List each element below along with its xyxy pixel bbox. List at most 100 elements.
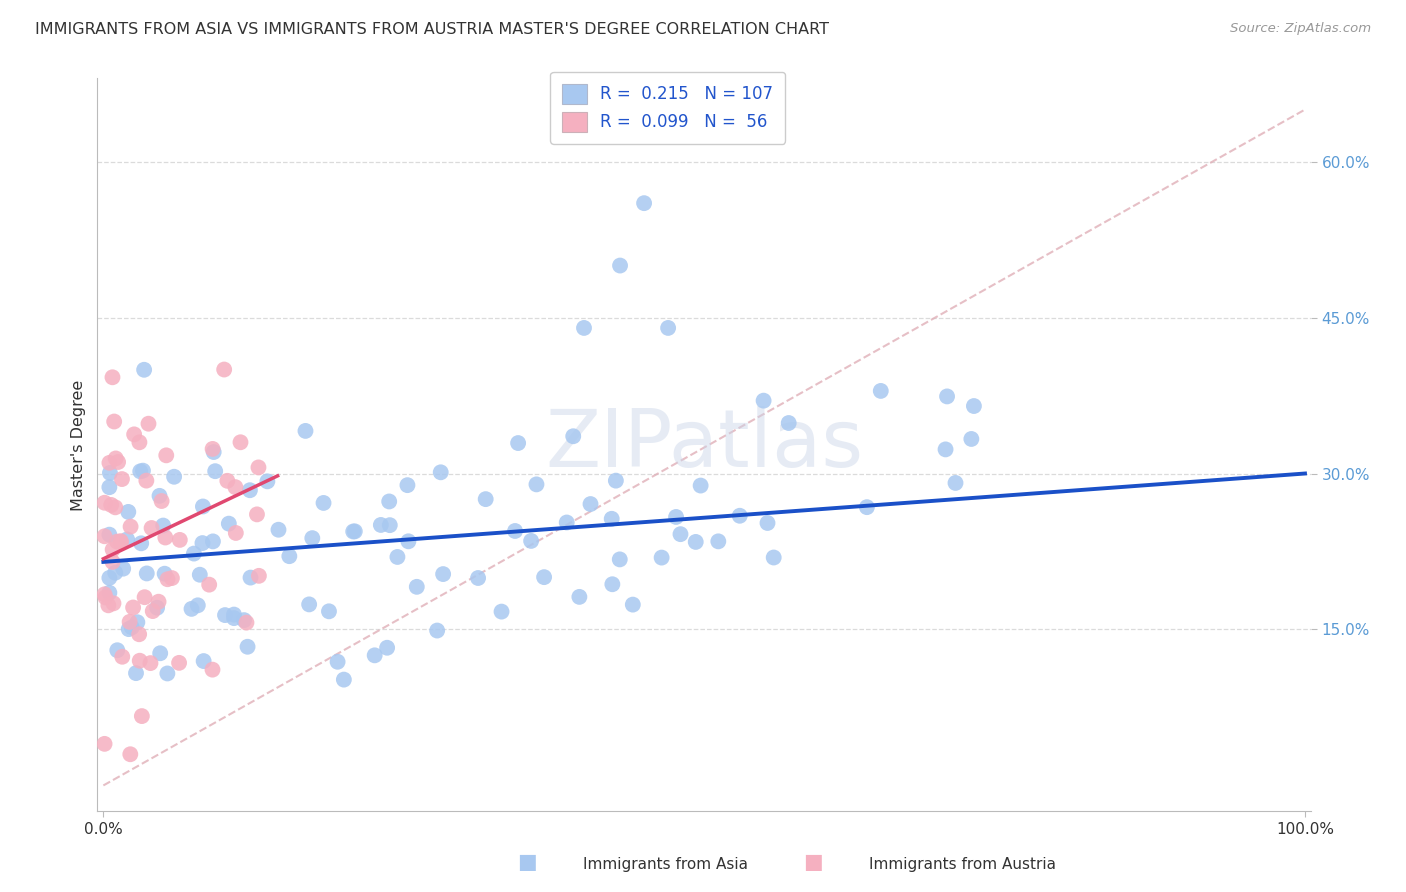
Point <box>378 494 401 508</box>
Point <box>131 709 153 723</box>
Point <box>118 615 141 629</box>
Point <box>609 552 631 566</box>
Point <box>218 516 240 531</box>
Point <box>167 656 190 670</box>
Point <box>156 666 179 681</box>
Point <box>474 492 496 507</box>
Point <box>127 615 149 630</box>
Point <box>225 525 247 540</box>
Point <box>101 555 124 569</box>
Point <box>378 518 401 533</box>
Point <box>153 566 176 581</box>
Point <box>602 577 624 591</box>
Point <box>93 496 115 510</box>
Point <box>689 478 711 492</box>
Point <box>156 572 179 586</box>
Point <box>247 460 270 475</box>
Point <box>579 497 602 511</box>
Point <box>657 321 679 335</box>
Point <box>148 595 170 609</box>
Point <box>224 480 246 494</box>
Point <box>429 465 451 479</box>
Point <box>122 600 145 615</box>
Point <box>139 656 162 670</box>
Point <box>555 516 578 530</box>
Point <box>533 570 555 584</box>
Point <box>568 590 591 604</box>
Point <box>148 489 170 503</box>
Point <box>633 196 655 211</box>
Point <box>98 480 121 494</box>
Point <box>110 535 132 549</box>
Point <box>180 602 202 616</box>
Point <box>333 673 356 687</box>
Point <box>963 399 986 413</box>
Point <box>370 518 392 533</box>
Point <box>121 620 143 634</box>
Point <box>104 500 127 515</box>
Point <box>152 518 174 533</box>
Point <box>222 607 245 622</box>
Point <box>120 519 142 533</box>
Point <box>301 531 323 545</box>
Point <box>104 566 127 580</box>
Point <box>169 533 191 547</box>
Point <box>98 571 121 585</box>
Point <box>150 494 173 508</box>
Point <box>267 523 290 537</box>
Point <box>98 456 121 470</box>
Point <box>520 533 543 548</box>
Point <box>609 259 631 273</box>
Point <box>134 363 156 377</box>
Point <box>491 605 513 619</box>
Point <box>762 550 785 565</box>
Legend: R =  0.215   N = 107, R =  0.099   N =  56: R = 0.215 N = 107, R = 0.099 N = 56 <box>550 72 785 144</box>
Point <box>193 654 215 668</box>
Point <box>752 393 775 408</box>
Point <box>239 483 262 498</box>
Point <box>98 586 121 600</box>
Point <box>935 442 957 457</box>
Point <box>432 567 454 582</box>
Point <box>236 640 259 654</box>
Point <box>163 469 186 483</box>
Point <box>233 613 256 627</box>
Point <box>93 587 115 601</box>
Point <box>93 529 115 543</box>
Point <box>128 435 150 450</box>
Point <box>117 505 139 519</box>
Point <box>239 571 262 585</box>
Point <box>134 590 156 604</box>
Text: ■: ■ <box>517 853 537 872</box>
Point <box>191 536 214 550</box>
Point <box>201 663 224 677</box>
Point <box>141 521 163 535</box>
Point <box>326 655 349 669</box>
Point <box>217 474 239 488</box>
Point <box>201 534 224 549</box>
Point <box>98 466 121 480</box>
Point <box>146 600 169 615</box>
Point <box>278 549 301 564</box>
Point <box>104 451 127 466</box>
Point <box>651 550 673 565</box>
Point <box>342 524 364 539</box>
Point <box>229 435 252 450</box>
Point <box>202 445 225 459</box>
Point <box>856 500 879 515</box>
Point <box>105 534 128 549</box>
Point <box>214 608 236 623</box>
Point <box>562 429 585 443</box>
Point <box>669 527 692 541</box>
Point <box>869 384 891 398</box>
Point <box>387 549 409 564</box>
Point <box>212 362 235 376</box>
Point <box>125 666 148 681</box>
Point <box>103 596 125 610</box>
Point <box>508 436 530 450</box>
Point <box>101 370 124 384</box>
Point <box>375 640 398 655</box>
Point <box>187 599 209 613</box>
Point <box>312 496 335 510</box>
Text: Source: ZipAtlas.com: Source: ZipAtlas.com <box>1230 22 1371 36</box>
